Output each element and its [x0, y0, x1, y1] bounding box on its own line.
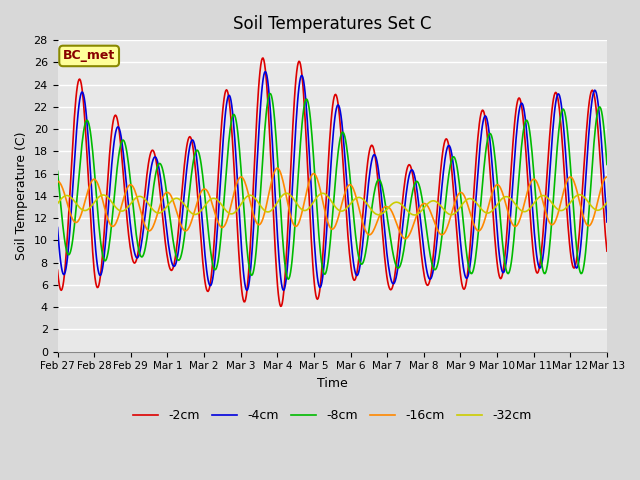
- Y-axis label: Soil Temperature (C): Soil Temperature (C): [15, 132, 28, 260]
- -2cm: [603, 248, 611, 254]
- -4cm: [176, 237, 184, 243]
- -8cm: [603, 162, 611, 168]
- -32cm: [120, 208, 128, 214]
- -16cm: [417, 204, 424, 209]
- -2cm: [54, 267, 61, 273]
- Line: -8cm: -8cm: [58, 94, 607, 279]
- -2cm: [277, 303, 285, 309]
- -2cm: [401, 181, 408, 187]
- -8cm: [205, 233, 212, 239]
- -8cm: [120, 138, 128, 144]
- Title: Soil Temperatures Set C: Soil Temperatures Set C: [233, 15, 431, 33]
- -8cm: [401, 243, 408, 249]
- -2cm: [205, 288, 212, 293]
- -16cm: [120, 194, 128, 200]
- Line: -4cm: -4cm: [58, 72, 607, 290]
- -16cm: [176, 219, 184, 225]
- -32cm: [54, 201, 61, 206]
- -16cm: [400, 235, 408, 241]
- Legend: -2cm, -4cm, -8cm, -16cm, -32cm: -2cm, -4cm, -8cm, -16cm, -32cm: [128, 405, 536, 428]
- Text: BC_met: BC_met: [63, 49, 115, 62]
- -16cm: [63, 201, 71, 207]
- -8cm: [417, 187, 424, 193]
- -4cm: [603, 219, 611, 225]
- -4cm: [417, 217, 424, 223]
- -8cm: [176, 256, 184, 262]
- -8cm: [284, 276, 292, 282]
- Line: -16cm: -16cm: [58, 168, 607, 239]
- -32cm: [319, 191, 326, 196]
- -16cm: [603, 174, 611, 180]
- -8cm: [63, 251, 71, 256]
- X-axis label: Time: Time: [317, 377, 348, 390]
- -16cm: [274, 165, 282, 171]
- -4cm: [120, 157, 128, 163]
- -32cm: [176, 197, 184, 203]
- -4cm: [205, 280, 212, 286]
- -8cm: [54, 168, 61, 174]
- -4cm: [63, 254, 71, 260]
- Line: -32cm: -32cm: [58, 193, 607, 215]
- -32cm: [63, 192, 71, 198]
- -4cm: [262, 69, 269, 74]
- Line: -2cm: -2cm: [58, 58, 607, 306]
- -32cm: [205, 198, 212, 204]
- -16cm: [205, 191, 212, 197]
- -16cm: [54, 179, 61, 184]
- -8cm: [266, 91, 274, 96]
- -32cm: [400, 204, 408, 209]
- -32cm: [410, 212, 418, 218]
- -4cm: [54, 225, 61, 230]
- -32cm: [417, 209, 424, 215]
- -32cm: [603, 200, 611, 205]
- -2cm: [120, 180, 128, 186]
- -2cm: [259, 55, 267, 61]
- -2cm: [63, 232, 71, 238]
- -2cm: [176, 213, 184, 218]
- -16cm: [401, 236, 409, 241]
- -2cm: [417, 244, 424, 250]
- -4cm: [401, 206, 408, 212]
- -4cm: [243, 288, 251, 293]
